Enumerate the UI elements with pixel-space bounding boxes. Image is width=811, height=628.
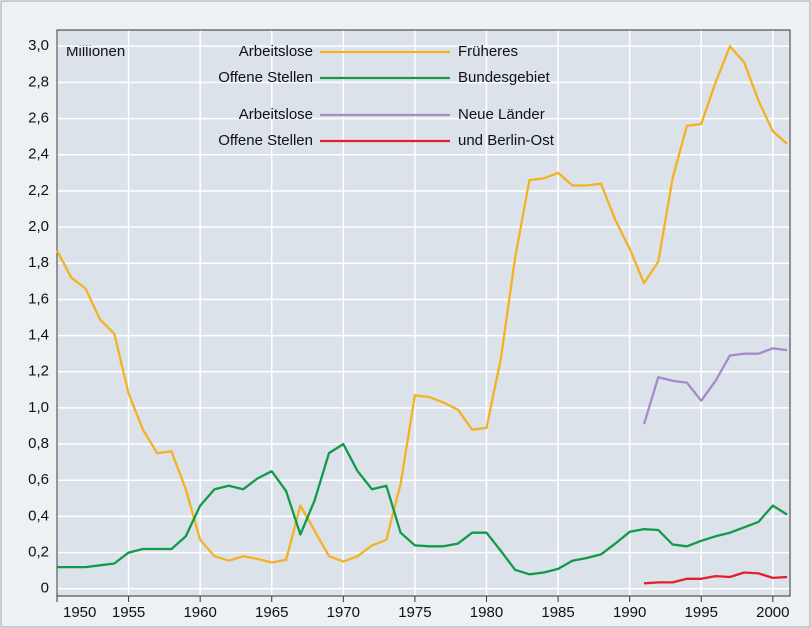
legend-group: Früheres <box>458 43 518 60</box>
series-line <box>55 45 788 564</box>
legend-label: Offene Stellen <box>218 69 313 86</box>
y-tick-label: 1,0 <box>28 399 49 416</box>
y-tick-label: 2,4 <box>28 146 49 163</box>
y-tick-label: 3,0 <box>28 37 49 54</box>
x-tick-label: 1960 <box>183 604 216 621</box>
x-tick-label: 1990 <box>613 604 646 621</box>
y-tick-label: 2,6 <box>28 110 49 127</box>
x-tick-label: 1985 <box>541 604 574 621</box>
y-tick-label: 2,8 <box>28 73 49 90</box>
y-tick-label: 0,6 <box>28 471 49 488</box>
y-tick-label: 1,8 <box>28 254 49 271</box>
legend-label: Offene Stellen <box>218 132 313 149</box>
x-tick-label: 1995 <box>685 604 718 621</box>
x-tick-label: 1955 <box>112 604 145 621</box>
y-tick-label: 0 <box>41 580 49 597</box>
legend-group: Neue Länder <box>458 106 545 123</box>
y-tick-label: 1,6 <box>28 290 49 307</box>
series-line <box>643 571 788 585</box>
y-tick-label: 1,2 <box>28 363 49 380</box>
x-tick-label: 1980 <box>470 604 503 621</box>
legend-group: und Berlin-Ost <box>458 132 555 149</box>
series-line <box>642 347 788 425</box>
y-unit: Millionen <box>66 43 125 60</box>
plot-area <box>56 29 791 597</box>
y-tick-label: 2,0 <box>28 218 49 235</box>
y-tick-label: 0,4 <box>28 507 49 524</box>
legend-label: Arbeitslose <box>239 106 313 123</box>
y-tick-label: 0,2 <box>28 544 49 561</box>
y-tick-label: 2,2 <box>28 182 49 199</box>
legend-group: Bundesgebiet <box>458 69 551 86</box>
x-tick-label: 1975 <box>398 604 431 621</box>
y-tick-label: 1,4 <box>28 327 49 344</box>
x-tick-label: 1970 <box>327 604 360 621</box>
y-tick-label: 0,8 <box>28 435 49 452</box>
x-tick-label: 1965 <box>255 604 288 621</box>
plot-area <box>56 29 791 597</box>
series-line <box>57 442 788 576</box>
x-tick-label: 2000 <box>756 604 789 621</box>
legend-label: Arbeitslose <box>239 43 313 60</box>
x-tick-label: 1950 <box>63 604 96 621</box>
